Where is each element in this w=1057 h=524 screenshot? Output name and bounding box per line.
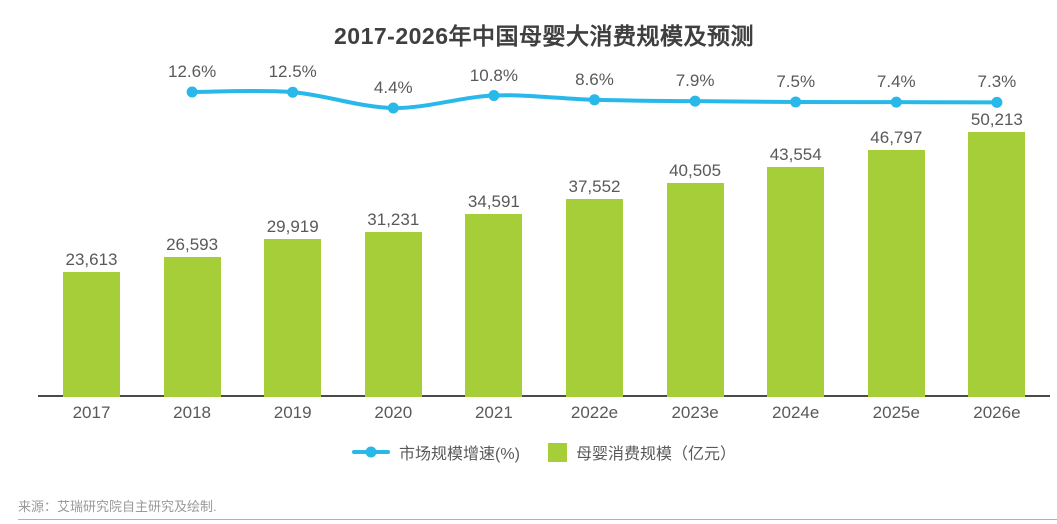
- line-point-2025e: [890, 96, 902, 108]
- bar-2020: [364, 232, 422, 397]
- bar-value-2023e: 40,505: [669, 161, 722, 181]
- line-point-2023e: [689, 95, 701, 107]
- bar-value-2020: 31,231: [367, 210, 420, 230]
- legend-item-growth-rate: 市场规模增速(%): [352, 440, 520, 464]
- bar-2019: [264, 239, 322, 397]
- x-tick-2022e: 2022e: [570, 403, 619, 422]
- bar-swatch-icon: [547, 442, 567, 462]
- growth-label-2023e: 7.9%: [675, 71, 715, 91]
- growth-label-2026e: 7.3%: [977, 72, 1017, 92]
- chart-title: 2017-2026年中国母婴大消费规模及预测: [334, 23, 754, 49]
- growth-label-2019: 12.5%: [268, 62, 317, 82]
- bar-2017: [63, 272, 120, 397]
- legend-label-consumption-scale: 母婴消费规模（亿元）: [575, 446, 736, 463]
- bar-2026e: [968, 132, 1026, 397]
- growth-label-2020: 4.4%: [373, 77, 413, 97]
- growth-label-2021: 10.8%: [469, 65, 518, 85]
- bar-value-2022e: 37,552: [568, 176, 621, 196]
- line-point-2024e: [790, 96, 802, 108]
- line-point-2026e: [991, 96, 1003, 108]
- x-tick-2017: 2017: [72, 403, 111, 422]
- line-point-2018: [186, 86, 198, 98]
- x-tick-2025e: 2025e: [872, 403, 920, 422]
- legend: 市场规模增速(%) 母婴消费规模（亿元）: [38, 441, 1050, 463]
- bar-value-2025e: 46,797: [870, 128, 923, 148]
- bar-2021: [465, 214, 523, 397]
- bar-2025e: [867, 150, 925, 397]
- bar-value-2021: 34,591: [467, 192, 520, 212]
- growth-label-2018: 12.6%: [167, 62, 217, 81]
- line-point-2022e: [589, 94, 600, 106]
- x-tick-2021: 2021: [474, 403, 513, 422]
- x-axis-line: [38, 395, 1050, 397]
- bar-2022e: [566, 198, 623, 397]
- line-point-2020: [387, 102, 399, 114]
- bar-value-2019: 29,919: [266, 217, 319, 237]
- bar-2023e: [666, 183, 724, 397]
- growth-label-2025e: 7.4%: [876, 72, 916, 92]
- x-tick-2026e: 2026e: [973, 403, 1021, 422]
- bottom-divider: [18, 519, 1057, 520]
- x-tick-2020: 2020: [374, 403, 413, 422]
- source-note: 来源：艾瑞研究院自主研究及绘制.: [18, 499, 217, 514]
- line-point-2021: [488, 90, 500, 102]
- bar-2024e: [767, 167, 825, 397]
- bar-value-2026e: 50,213: [970, 110, 1023, 129]
- x-tick-2019: 2019: [273, 403, 312, 422]
- growth-label-2022e: 8.6%: [575, 69, 614, 89]
- line-point-2019: [287, 86, 299, 98]
- line-dot-icon: [365, 446, 377, 458]
- bar-value-2017: 23,613: [65, 250, 118, 270]
- growth-label-2024e: 7.5%: [776, 71, 816, 91]
- bar-2018: [163, 256, 221, 397]
- legend-label-growth-rate: 市场规模增速(%): [399, 446, 520, 463]
- bar-value-2024e: 43,554: [769, 145, 822, 165]
- line-marker-icon: [352, 446, 391, 458]
- x-tick-2018: 2018: [173, 403, 211, 422]
- x-tick-2023e: 2023e: [671, 403, 719, 422]
- bar-value-2018: 26,593: [166, 234, 219, 254]
- x-tick-2024e: 2024e: [772, 403, 820, 422]
- legend-item-consumption-scale: 母婴消费规模（亿元）: [547, 440, 736, 464]
